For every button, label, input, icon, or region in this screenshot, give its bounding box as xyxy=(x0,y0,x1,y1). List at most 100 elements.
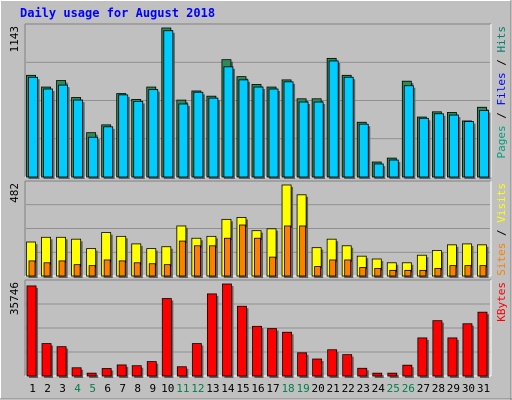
x-tick-label: 10 xyxy=(161,382,174,395)
bar-files xyxy=(373,163,384,178)
bar-files xyxy=(193,91,204,178)
x-tick-label: 30 xyxy=(462,382,475,395)
bar-kbytes xyxy=(237,305,247,377)
bar-files xyxy=(253,86,264,178)
bar-files xyxy=(238,79,249,178)
bar-files xyxy=(433,113,444,178)
bar-sites xyxy=(88,265,96,277)
x-tick-label: 4 xyxy=(74,382,81,395)
bar-kbytes-shadow xyxy=(389,375,399,378)
bar-kbytes xyxy=(402,364,413,377)
bar-files xyxy=(343,76,354,178)
bar-kbytes xyxy=(146,361,157,377)
bar-sites xyxy=(449,265,457,277)
side-legend-part: Files xyxy=(495,72,508,105)
x-tick-label: 31 xyxy=(477,382,490,395)
bar-files xyxy=(479,110,489,178)
bar-files xyxy=(223,66,234,178)
bar-kbytes xyxy=(131,365,142,377)
bar-files xyxy=(88,136,99,178)
bar-kbytes xyxy=(417,337,428,377)
bar-kbytes xyxy=(26,285,37,377)
bar-kbytes xyxy=(267,328,277,377)
bar-kbytes xyxy=(432,320,443,377)
bar-sites xyxy=(479,265,487,277)
x-axis-labels: 1 2 3 4 5 6 7 8 9 10 11 12 13 14 15 16 17 18 19 20 21 22 23 24 2… xyxy=(29,382,490,395)
x-tick-label: 28 xyxy=(432,382,445,395)
bar-kbytes xyxy=(447,337,458,377)
x-tick-label: 27 xyxy=(417,382,430,395)
bar-files xyxy=(418,117,429,178)
bar-sites xyxy=(43,262,51,277)
bar-files xyxy=(298,101,309,178)
bar-sites xyxy=(163,264,171,277)
bar-files xyxy=(163,30,174,178)
bar-kbytes xyxy=(477,311,488,377)
bar-sites xyxy=(329,259,337,277)
bar-kbytes xyxy=(86,372,97,377)
bar-kbytes xyxy=(357,367,368,377)
bar-sites xyxy=(404,269,412,277)
bar-kbytes xyxy=(372,372,383,377)
bar-kbytes xyxy=(56,346,67,377)
bar-sites xyxy=(419,269,427,277)
bar-kbytes xyxy=(176,366,187,377)
bar-kbytes xyxy=(161,298,172,377)
x-tick-label: 6 xyxy=(104,382,111,395)
side-legend-part: / xyxy=(495,223,508,243)
side-legend-part: Sites xyxy=(495,243,508,276)
bar-sites xyxy=(344,259,352,277)
bar-kbytes xyxy=(342,354,353,377)
bar-files xyxy=(178,103,189,178)
bar-files xyxy=(58,84,68,178)
bar-kbytes xyxy=(282,331,292,377)
bar-kbytes xyxy=(41,343,52,377)
bar-files xyxy=(118,94,129,178)
side-legend: KBytes xyxy=(495,282,508,322)
bar-files xyxy=(268,88,279,178)
bar-sites xyxy=(374,268,382,277)
bar-sites xyxy=(314,266,322,277)
x-tick-label: 2 xyxy=(44,382,51,395)
x-tick-label: 22 xyxy=(342,382,355,395)
x-tick-label: 17 xyxy=(266,382,279,395)
bar-sites xyxy=(284,225,291,277)
bar-sites xyxy=(148,263,156,277)
bar-sites xyxy=(299,225,307,277)
bar-sites xyxy=(133,262,141,277)
bar-sites xyxy=(464,265,472,277)
bar-files xyxy=(283,81,294,178)
bar-files xyxy=(148,89,159,178)
side-legend-part: Visits xyxy=(495,183,508,223)
bar-sites xyxy=(434,268,442,277)
bar-sites xyxy=(254,237,261,277)
y-max-label: 35746 xyxy=(8,282,21,315)
bar-files xyxy=(103,126,114,178)
bar-files xyxy=(328,60,339,178)
bar-kbytes-shadow xyxy=(89,375,99,378)
bar-kbytes xyxy=(387,372,398,377)
bar-files xyxy=(133,100,144,178)
chart-title: Daily usage for August 2018 xyxy=(20,6,215,20)
bar-sites xyxy=(389,269,397,277)
x-tick-label: 14 xyxy=(221,382,235,395)
bar-kbytes xyxy=(191,343,202,377)
side-legend-part: KBytes xyxy=(495,282,508,322)
bar-sites xyxy=(58,260,66,277)
bar-kbytes xyxy=(222,283,232,377)
side-legend-part: Hits xyxy=(495,26,508,53)
x-tick-label: 20 xyxy=(312,382,325,395)
bar-sites xyxy=(193,245,201,277)
bar-sites xyxy=(269,256,276,277)
x-tick-label: 12 xyxy=(191,382,204,395)
x-tick-label: 16 xyxy=(251,382,264,395)
x-tick-label: 26 xyxy=(402,382,415,395)
side-legend: Pages / Files / Hits xyxy=(495,26,508,159)
chart-panels: 1143 Pages / Files / Hits 482 Sites / Visit… xyxy=(8,23,508,378)
side-legend-part: / xyxy=(495,53,508,73)
bar-kbytes xyxy=(297,352,308,377)
bar-files xyxy=(464,121,474,178)
bar-files xyxy=(449,114,459,178)
panel-hits-files-pages: 1143 Pages / Files / Hits xyxy=(8,23,508,179)
